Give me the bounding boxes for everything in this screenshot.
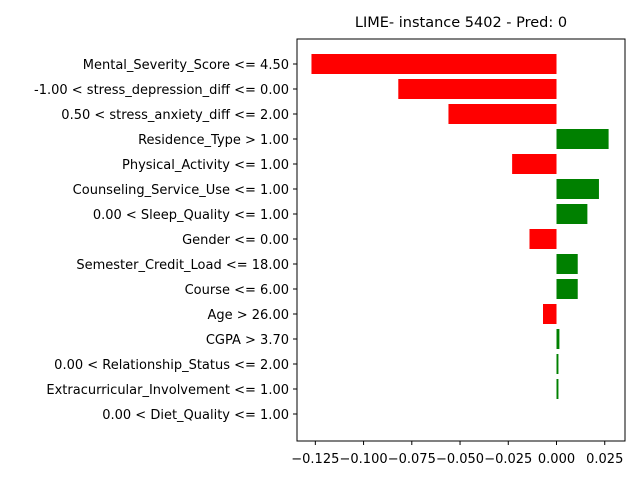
bars-layer [311,54,609,399]
y-tick-label-10: Age > 26.00 [207,308,289,323]
bar-1 [398,79,557,99]
bar-2 [448,104,557,124]
x-tick-label-1: −0.100 [340,452,388,467]
x-axis: −0.125 −0.100 −0.075 −0.050 −0.025 0.000 0.025 [291,441,623,467]
bar-11 [556,329,560,349]
y-tick-label-14: 0.00 < Diet_Quality <= 1.00 [102,408,289,423]
bar-6 [556,204,588,224]
bar-13 [556,379,559,399]
y-tick-label-9: Course <= 6.00 [185,283,289,298]
y-tick-label-0: Mental_Severity_Score <= 4.50 [83,58,289,73]
x-tick-label-4: −0.025 [484,452,532,467]
y-tick-labels: Mental_Severity_Score <= 4.50 -1.00 < str… [34,58,297,423]
bar-9 [556,279,578,299]
plot-frame [296,38,626,442]
x-tick-label-6: 0.025 [586,452,623,467]
x-tick-label-5: 0.000 [538,452,575,467]
bar-5 [556,179,599,199]
bar-10 [543,304,557,324]
y-tick-label-3: Residence_Type > 1.00 [138,133,289,148]
y-tick-label-6: 0.00 < Sleep_Quality <= 1.00 [93,208,289,223]
y-tick-label-8: Semester_Credit_Load <= 18.00 [76,258,289,273]
y-tick-label-4: Physical_Activity <= 1.00 [122,158,289,173]
y-tick-label-1: -1.00 < stress_depression_diff <= 0.00 [34,83,289,98]
y-tick-label-5: Counseling_Service_Use <= 1.00 [73,183,289,198]
bar-4 [512,154,557,174]
x-tick-label-3: −0.050 [436,452,484,467]
y-tick-label-2: 0.50 < stress_anxiety_diff <= 2.00 [61,108,289,123]
bar-7 [529,229,557,249]
bar-0 [311,54,557,74]
x-tick-label-0: −0.125 [291,452,339,467]
bar-12 [556,354,559,374]
y-tick-label-13: Extracurricular_Involvement <= 1.00 [46,383,289,398]
bar-8 [556,254,578,274]
x-tick-label-2: −0.075 [388,452,436,467]
y-tick-label-7: Gender <= 0.00 [182,233,289,248]
y-tick-label-12: 0.00 < Relationship_Status <= 2.00 [54,358,289,373]
chart-title: LIME- instance 5402 - Pred: 0 [355,15,567,31]
y-tick-label-11: CGPA > 3.70 [206,333,289,348]
bar-3 [556,129,609,149]
